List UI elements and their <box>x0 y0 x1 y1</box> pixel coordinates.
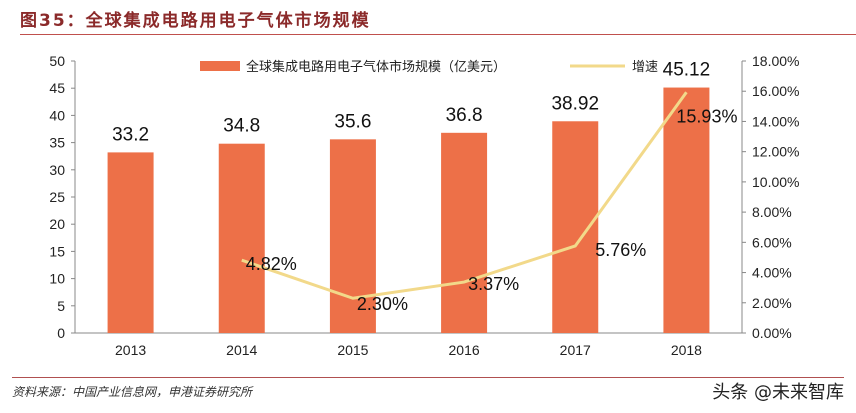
left-tick-label: 15 <box>49 243 65 259</box>
bar-data-label: 33.2 <box>112 124 149 145</box>
bar <box>329 139 376 333</box>
x-tick-label: 2016 <box>449 342 480 358</box>
x-tick-label: 2013 <box>115 342 146 358</box>
line-data-label: 2.30% <box>357 294 408 314</box>
chart-title: 图35：全球集成电路用电子气体市场规模 <box>20 11 371 31</box>
bar-data-label: 34.8 <box>223 116 260 137</box>
bar-data-label: 35.6 <box>334 111 371 132</box>
right-tick-label: 12.00% <box>752 144 799 160</box>
bar <box>107 152 154 333</box>
legend-line-label: 增速 <box>632 59 658 74</box>
line-data-label: 15.93% <box>676 106 737 126</box>
bar-data-label: 36.8 <box>446 105 483 126</box>
x-tick-label: 2018 <box>671 342 702 358</box>
bar <box>218 143 265 333</box>
source-note: 资料来源：中国产业信息网，申港证券研究所 <box>12 385 253 399</box>
title-rule <box>20 34 856 35</box>
line-data-label: 4.82% <box>246 254 297 274</box>
footer-rule <box>12 377 844 378</box>
right-tick-label: 10.00% <box>752 174 799 190</box>
right-tick-label: 16.00% <box>752 83 799 99</box>
left-tick-label: 25 <box>49 189 65 205</box>
left-tick-label: 30 <box>49 162 65 178</box>
x-tick-label: 2015 <box>337 342 368 358</box>
growth-line <box>241 91 688 300</box>
legend-bar-label: 全球集成电路用电子气体市场规模（亿美元） <box>246 59 506 74</box>
x-tick-label: 2014 <box>226 342 257 358</box>
left-tick-label: 20 <box>49 216 65 232</box>
right-tick-label: 18.00% <box>752 53 799 69</box>
bar <box>663 87 710 333</box>
left-tick-label: 0 <box>57 325 65 341</box>
right-tick-label: 0.00% <box>752 325 792 341</box>
watermark: 头条 @未来智库 <box>712 382 844 403</box>
left-tick-label: 10 <box>49 271 65 287</box>
right-tick-label: 6.00% <box>752 234 792 250</box>
right-tick-label: 8.00% <box>752 204 792 220</box>
right-tick-label: 14.00% <box>752 113 799 129</box>
bar-data-label: 45.12 <box>663 60 711 81</box>
left-tick-label: 35 <box>49 135 65 151</box>
x-tick-label: 2017 <box>560 342 591 358</box>
line-data-label: 5.76% <box>595 240 646 260</box>
bar <box>441 132 488 333</box>
left-tick-label: 5 <box>57 298 65 314</box>
bar <box>552 121 599 333</box>
right-tick-label: 2.00% <box>752 295 792 311</box>
left-tick-label: 40 <box>49 107 65 123</box>
bar-data-label: 38.92 <box>551 93 599 114</box>
legend-bar-swatch <box>200 61 240 71</box>
right-tick-label: 4.00% <box>752 265 792 281</box>
left-tick-label: 45 <box>49 80 65 96</box>
left-tick-label: 50 <box>49 53 65 69</box>
line-data-label: 3.37% <box>468 274 519 294</box>
